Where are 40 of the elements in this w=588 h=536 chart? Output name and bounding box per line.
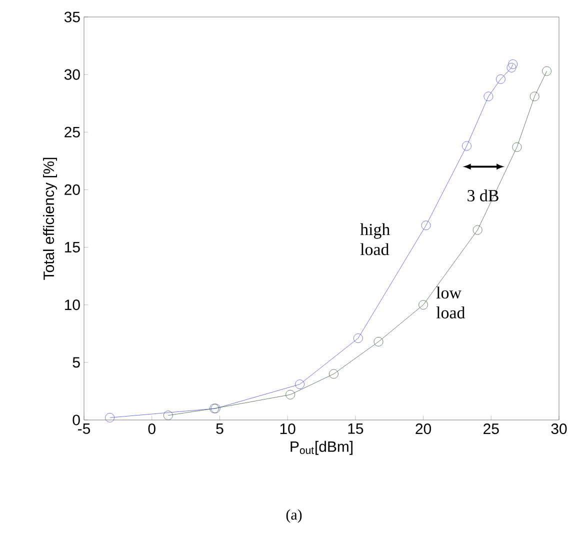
y-tick-label: 5 [72,357,80,368]
point [163,410,173,420]
y-tick-label: 25 [64,126,80,138]
text: (a) [286,509,302,523]
point [542,66,552,76]
series-label: low load [436,286,466,318]
point [508,60,518,69]
point [512,142,522,152]
y-tick-label: 35 [64,12,80,22]
point [329,369,338,379]
x-tick-label: 10 [280,424,296,434]
y-axis-title: Total efficiency [%] [43,158,58,280]
y-tick-label: 30 [64,69,80,80]
x-tick-label: 20 [416,424,432,434]
point [374,337,384,346]
series-label: high load [360,223,390,256]
point [105,413,114,422]
point [462,141,472,151]
x-tick-label: 5 [216,424,224,434]
point [484,92,494,102]
point [286,390,295,400]
point [295,380,304,389]
y-tick-label: 15 [65,242,80,252]
x-tick-label: -5 [78,424,90,434]
point [472,225,482,235]
y-tick-label: 0 [72,414,80,426]
x-axis-title: P$_{out}$[dBm] [290,440,352,455]
point [506,62,516,72]
point [496,74,506,84]
y-tick-label: 20 [64,184,80,195]
point [353,334,363,343]
annotation: 3 dB [468,190,498,202]
x-tick-label: 15 [348,424,364,434]
y-tick-label: 10 [65,300,80,310]
point [418,300,428,310]
x-tick-label: 0 [148,424,156,434]
point [530,92,540,102]
point [421,220,431,230]
x-tick-label: 25 [484,424,499,434]
x-tick-label: 30 [551,424,567,434]
